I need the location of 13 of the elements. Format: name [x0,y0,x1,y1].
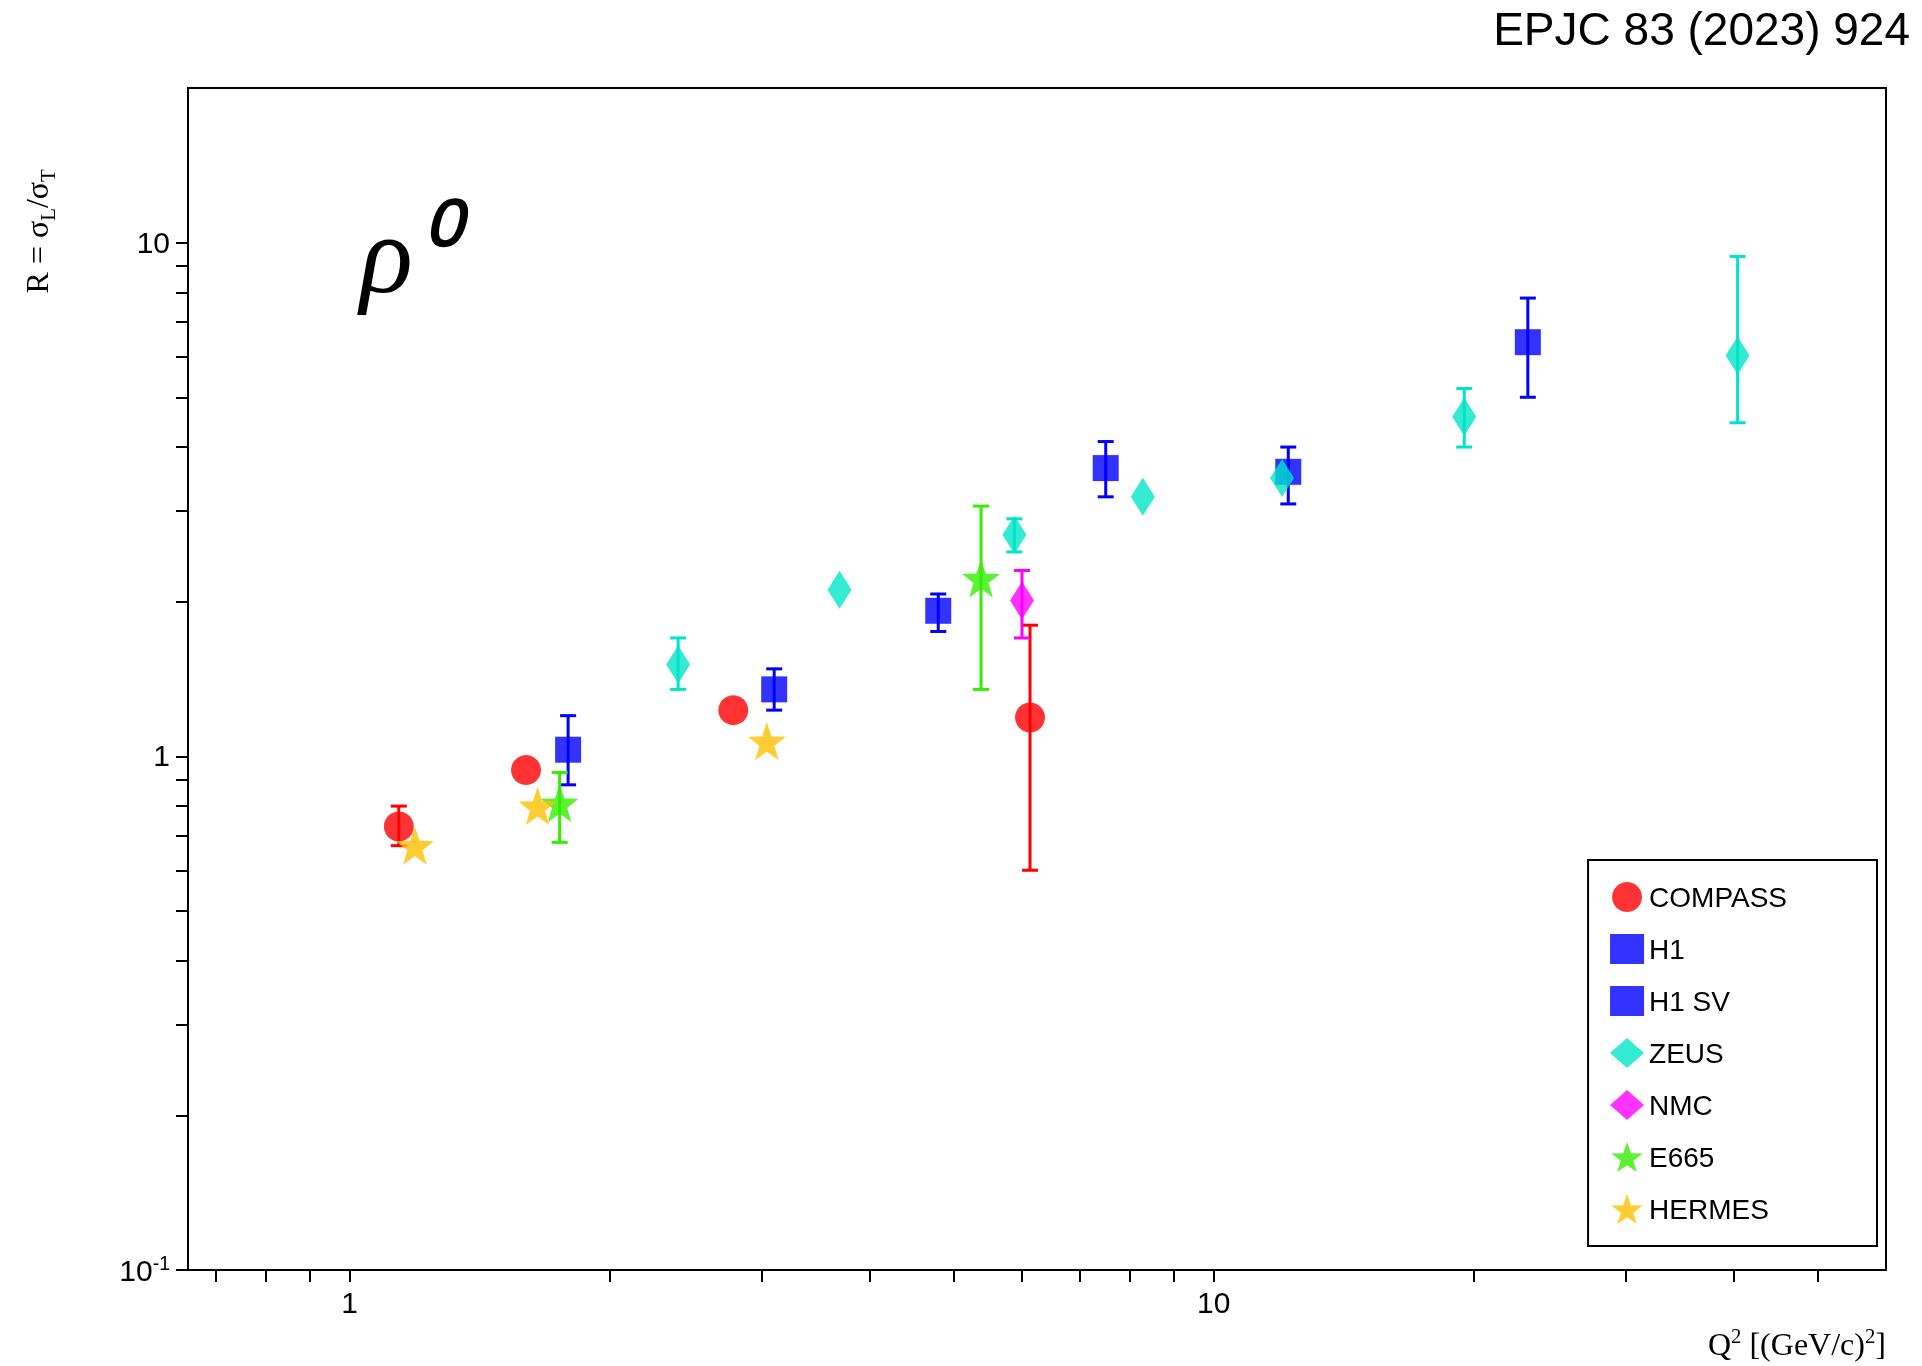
legend-label: H1 SV [1649,985,1731,1017]
legend-label: E665 [1649,1141,1715,1173]
text: EPJC 83 (2023) 924 [1493,3,1910,55]
legend-label: HERMES [1649,1193,1769,1225]
y-tick-label: 1 [153,739,170,773]
annotation: ρ⁰ [357,194,470,316]
legend-label: H1 [1649,933,1685,965]
y-tick-label: 10 [136,225,170,259]
y-tick-label: 10$^{-1}$ [119,1252,170,1287]
legend-label: ZEUS [1649,1037,1724,1069]
x-axis-title: Q$^{2}$ [(GeV/c)$^{2}$] [1707,1324,1886,1362]
legend-label: COMPASS [1649,881,1787,913]
legend-label: NMC [1649,1089,1713,1121]
